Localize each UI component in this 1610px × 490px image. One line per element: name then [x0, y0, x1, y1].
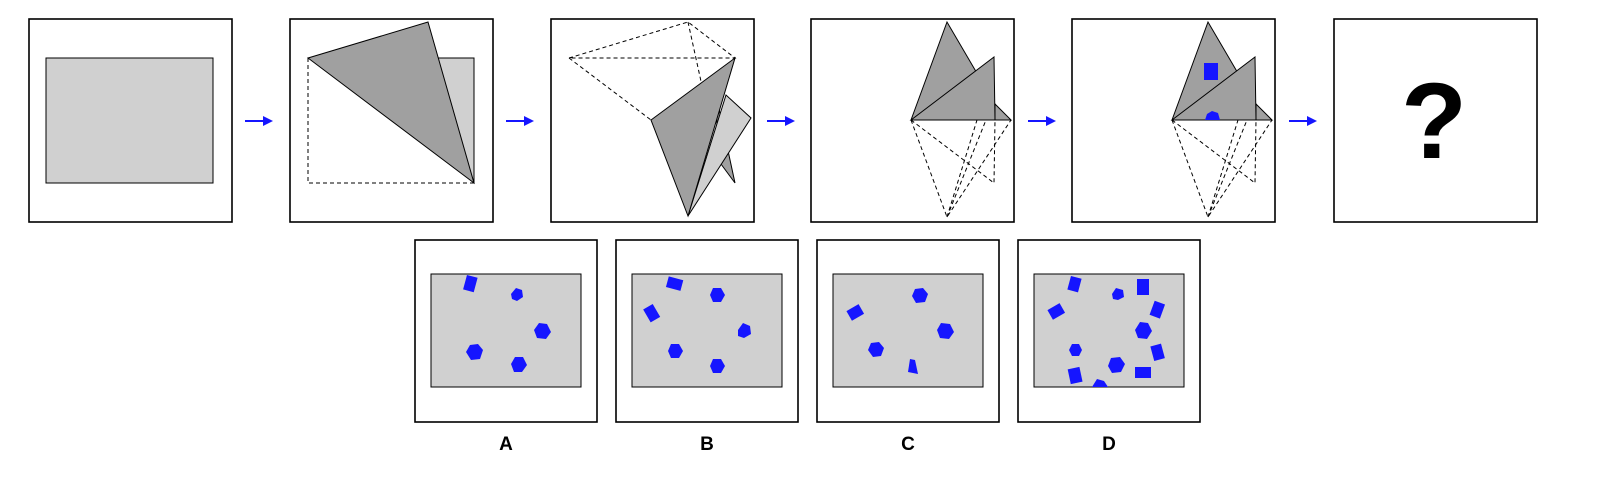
hole-icon: [643, 303, 661, 323]
step-4-ghost-d: [946, 119, 987, 218]
hole-icon: [466, 344, 483, 360]
hole-icon: [511, 357, 527, 372]
step-arrow-2: [506, 116, 534, 126]
hole-icon: [1067, 366, 1083, 385]
option-b-label: B: [700, 434, 714, 455]
step-1-sheet: [45, 57, 214, 184]
hole-icon: [710, 359, 725, 373]
hole-icon: [1149, 300, 1166, 319]
hole-icon: [1150, 343, 1165, 362]
option-b-sheet: [631, 273, 783, 388]
step-4-ghost-c: [946, 119, 978, 218]
option-b[interactable]: B: [615, 239, 799, 455]
right-arrow-icon: [1307, 116, 1317, 126]
step-3-folded-flap: [650, 56, 736, 218]
hole-icon: [738, 323, 751, 338]
step-2-folded-flap: [306, 21, 475, 185]
hole-icon: [1069, 344, 1082, 356]
step-3-ghost-crease: [568, 57, 652, 121]
question-frame: [1333, 18, 1538, 223]
hole-icon: [1047, 303, 1066, 320]
hole-icon: [463, 274, 478, 293]
hole-icon: [937, 323, 954, 339]
right-arrow-icon: [263, 116, 273, 126]
step-1-panel: [28, 18, 233, 223]
option-c[interactable]: C: [816, 239, 1000, 455]
right-arrow-icon: [1046, 116, 1056, 126]
step-arrow-5: [1289, 116, 1317, 126]
hole-icon: [668, 344, 683, 358]
hole-icon: [710, 288, 725, 302]
option-a-label: A: [499, 434, 513, 455]
step-3-ghost-side: [687, 21, 705, 96]
hole-icon: [1205, 111, 1220, 120]
hole-icon: [1067, 275, 1082, 293]
question-mark: ?: [1401, 60, 1467, 181]
option-d-sheet: [1033, 273, 1185, 388]
option-a-sheet: [430, 273, 582, 388]
hole-icon: [665, 276, 684, 291]
hole-icon: [1135, 367, 1151, 378]
hole-icon: [868, 342, 884, 357]
hole-icon: [1204, 63, 1218, 80]
hole-icon: [1092, 379, 1108, 387]
hole-icon: [511, 288, 523, 301]
right-arrow-icon: [785, 116, 795, 126]
hole-icon: [1137, 279, 1149, 295]
option-d-label: D: [1102, 434, 1116, 455]
step-2-panel: [289, 18, 494, 223]
step-5-ghost-d: [1207, 119, 1248, 218]
step-arrow-1: [245, 116, 273, 126]
question-panel: ?: [1333, 18, 1538, 223]
step-4-front-flap: [909, 56, 996, 121]
hole-icon: [912, 288, 928, 303]
option-c-sheet: [832, 273, 984, 388]
step-3-panel: [550, 18, 755, 223]
step-arrow-3: [767, 116, 795, 126]
step-3-ghost-top: [568, 21, 737, 59]
step-3-light-flap: [687, 94, 752, 217]
hole-icon: [908, 359, 918, 374]
hole-icon: [846, 304, 865, 321]
step-5-ghost-c: [1207, 119, 1239, 218]
hole-icon: [1108, 357, 1125, 373]
step-5-panel: [1071, 18, 1276, 223]
hole-icon: [1135, 322, 1152, 339]
hole-icon: [1112, 288, 1124, 300]
hole-icon: [534, 323, 551, 339]
step-4-panel: [810, 18, 1015, 223]
option-c-label: C: [901, 434, 915, 455]
right-arrow-icon: [524, 116, 534, 126]
option-a[interactable]: A: [414, 239, 598, 455]
step-arrow-4: [1028, 116, 1056, 126]
option-d[interactable]: D: [1017, 239, 1201, 455]
